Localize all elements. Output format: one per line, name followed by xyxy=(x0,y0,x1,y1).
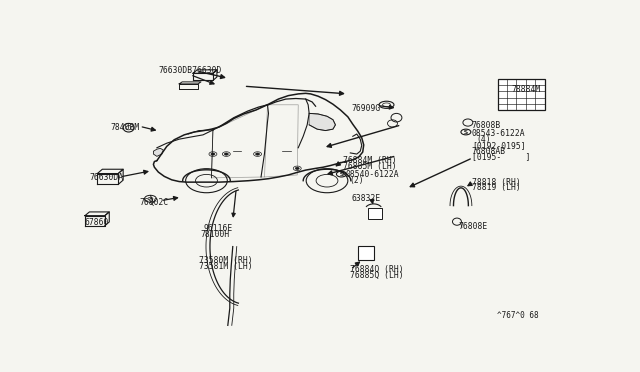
Circle shape xyxy=(255,153,260,155)
Text: 78100H: 78100H xyxy=(200,230,229,239)
Text: S: S xyxy=(339,171,343,177)
Text: 78408M: 78408M xyxy=(111,123,140,132)
Polygon shape xyxy=(309,113,335,131)
Text: 76630DA: 76630DA xyxy=(90,173,124,182)
Text: 08543-6122A: 08543-6122A xyxy=(472,129,525,138)
Text: S: S xyxy=(464,129,468,135)
FancyBboxPatch shape xyxy=(498,79,545,110)
Text: 76802C: 76802C xyxy=(140,198,169,207)
Text: ^767^0 68: ^767^0 68 xyxy=(497,311,538,320)
Text: S: S xyxy=(464,129,468,135)
Text: 78884M: 78884M xyxy=(511,84,541,93)
FancyBboxPatch shape xyxy=(367,208,381,219)
Text: 96116E: 96116E xyxy=(203,224,232,233)
Text: 76884Q (RH): 76884Q (RH) xyxy=(350,265,404,274)
Text: 78819 (LH): 78819 (LH) xyxy=(472,183,520,192)
Text: 73581M (LH): 73581M (LH) xyxy=(199,262,253,271)
Text: 76808E: 76808E xyxy=(458,222,487,231)
Text: 67860: 67860 xyxy=(85,218,109,227)
Text: 73580M (RH): 73580M (RH) xyxy=(199,256,253,265)
Text: 08540-6122A: 08540-6122A xyxy=(346,170,399,179)
Text: 76808B: 76808B xyxy=(472,121,501,130)
Text: 78818 (RH): 78818 (RH) xyxy=(472,178,520,187)
Text: [0195-     ]: [0195- ] xyxy=(472,153,531,161)
Text: 76885Q (LH): 76885Q (LH) xyxy=(350,271,404,280)
Text: 76630DB76630D: 76630DB76630D xyxy=(158,67,221,76)
Text: 76885M (LH): 76885M (LH) xyxy=(343,162,397,171)
Polygon shape xyxy=(154,148,163,156)
Text: 76909G: 76909G xyxy=(352,104,381,113)
Text: (4): (4) xyxy=(477,135,492,144)
Circle shape xyxy=(225,153,228,155)
Circle shape xyxy=(295,167,300,170)
Text: 63832E: 63832E xyxy=(352,194,381,203)
Text: S: S xyxy=(339,171,343,177)
Text: 76884M (RH): 76884M (RH) xyxy=(343,156,397,165)
Text: (2): (2) xyxy=(349,176,364,185)
Text: 76808AB: 76808AB xyxy=(472,147,506,156)
Text: [0192-0195]: [0192-0195] xyxy=(472,141,525,150)
FancyBboxPatch shape xyxy=(358,246,374,260)
Circle shape xyxy=(211,153,215,155)
